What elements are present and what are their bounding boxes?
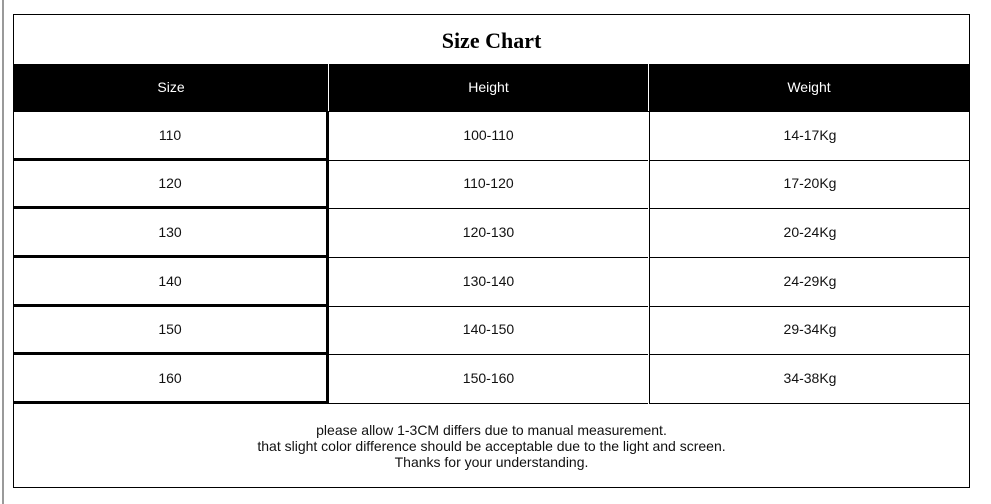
note-line: please allow 1-3CM differs due to manual…: [316, 422, 667, 438]
note-line: Thanks for your understanding.: [394, 454, 589, 470]
cell-weight: 29-34Kg: [649, 306, 970, 355]
table-header: Size Height Weight: [14, 64, 969, 112]
cell-height: 150-160: [329, 355, 648, 404]
chart-title: Size Chart: [441, 28, 542, 53]
header-divider: [328, 64, 329, 111]
note-line: that slight color difference should be a…: [257, 438, 726, 454]
table-row: 140 130-140 24-29Kg: [14, 258, 970, 307]
header-divider: [648, 64, 649, 111]
table-row: 160 150-160 34-38Kg: [14, 355, 970, 404]
cell-size: 110: [14, 112, 329, 161]
cell-size: 150: [14, 306, 329, 355]
header-size: Size: [157, 79, 185, 95]
page-edge-divider: [2, 0, 4, 504]
cell-height: 110-120: [329, 160, 648, 209]
table-row: 130 120-130 20-24Kg: [14, 209, 970, 258]
cell-size: 120: [14, 160, 329, 209]
table-row: 110 100-110 14-17Kg: [14, 112, 970, 161]
cell-weight: 14-17Kg: [649, 112, 970, 161]
cell-size: 160: [14, 355, 329, 404]
cell-height: 120-130: [329, 209, 648, 258]
cell-size: 130: [14, 209, 329, 258]
cell-weight: 17-20Kg: [649, 160, 970, 209]
footer-notes: please allow 1-3CM differs due to manual…: [14, 422, 969, 470]
cell-height: 140-150: [329, 306, 648, 355]
cell-weight: 20-24Kg: [649, 209, 970, 258]
header-weight: Weight: [787, 79, 831, 95]
cell-size: 140: [14, 258, 329, 307]
header-height: Height: [468, 79, 509, 95]
cell-weight: 34-38Kg: [649, 355, 970, 404]
table-row: 150 140-150 29-34Kg: [14, 306, 970, 355]
size-chart-table: Size Chart Size Height Weight 110 100-110…: [13, 14, 970, 488]
cell-height: 130-140: [329, 258, 648, 307]
table-row: 120 110-120 17-20Kg: [14, 160, 970, 209]
cell-weight: 24-29Kg: [649, 258, 970, 307]
cell-height: 100-110: [329, 112, 648, 161]
